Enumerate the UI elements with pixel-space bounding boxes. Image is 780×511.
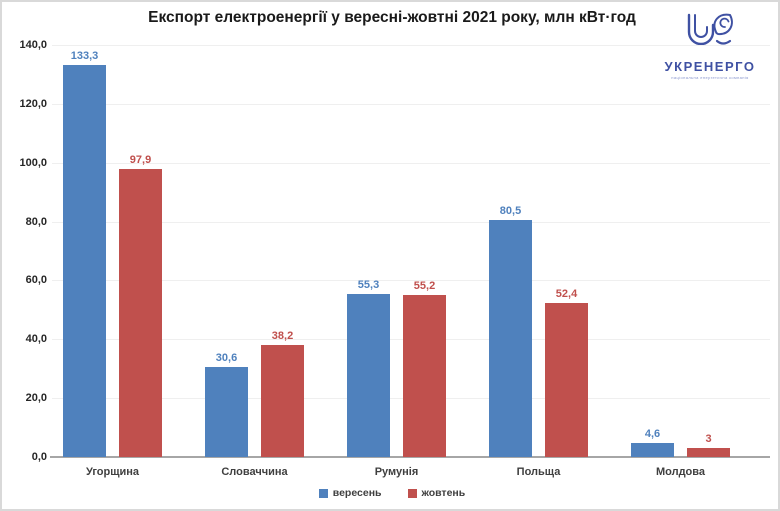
bar-жовтень: [261, 344, 304, 457]
bar-жовтень: [687, 448, 730, 457]
y-axis-tick-label: 20,0: [25, 392, 47, 405]
bar-value-label: 3: [705, 433, 712, 446]
bar-value-label: 55,3: [357, 279, 380, 292]
bar-group: 30,6 38,2 Словаччина: [205, 45, 304, 478]
bar-вересень: [631, 443, 674, 457]
bar-жовтень: [119, 168, 162, 457]
legend-swatch-icon: [318, 488, 328, 498]
ukrenergo-logo-icon: [681, 12, 739, 57]
bar-column: 52,4: [545, 45, 588, 457]
bar-value-label: 80,5: [499, 205, 522, 218]
y-axis-tick-label: 140,0: [19, 39, 47, 51]
y-gridline: [52, 103, 770, 105]
bar-column: 38,2: [261, 45, 304, 457]
bar-вересень: [205, 366, 248, 457]
bar-вересень: [347, 294, 390, 457]
bar-column: 97,9: [119, 45, 162, 457]
bar-value-label: 97,9: [129, 153, 152, 166]
bar-column: 3: [687, 45, 730, 457]
chart-legend: вересень жовтень: [2, 487, 778, 499]
bar-group: 55,3 55,2 Румунія: [347, 45, 446, 478]
y-gridline: [52, 162, 770, 164]
bar-group: 80,5 52,4 Польща: [489, 45, 588, 478]
bar-value-label: 133,3: [70, 49, 99, 62]
x-axis-category-label: Польща: [516, 466, 561, 478]
bar-column: 55,2: [403, 45, 446, 457]
y-gridline: [52, 221, 770, 223]
y-gridline: [52, 280, 770, 282]
x-axis-line: [50, 456, 770, 458]
x-axis-category-label: Угорщина: [85, 466, 140, 478]
legend-swatch-icon: [407, 488, 417, 498]
x-axis-category-label: Румунія: [374, 466, 419, 478]
bar-column: 133,3: [63, 45, 106, 457]
y-gridline: [52, 45, 770, 46]
bar-column: 80,5: [489, 45, 532, 457]
bar-жовтень: [545, 302, 588, 457]
bar-group: 4,6 3 Молдова: [631, 45, 730, 478]
bar-value-label: 38,2: [271, 329, 294, 342]
legend-item: вересень: [318, 487, 382, 499]
legend-label: жовтень: [421, 487, 466, 499]
legend-item: жовтень: [407, 487, 466, 499]
x-axis-category-label: Словаччина: [221, 466, 288, 478]
bar-value-label: 4,6: [644, 428, 661, 441]
logo-tagline-text: національна енергетична компанія: [671, 75, 749, 80]
bar-group: 133,3 97,9 Угорщина: [63, 45, 162, 478]
x-axis-category-label: Молдова: [655, 466, 706, 478]
ukrenergo-logo: УКРЕНЕРГО національна енергетична компан…: [654, 12, 766, 80]
bar-value-label: 30,6: [215, 351, 238, 364]
chart-title: Експорт електроенергії у вересні-жовтні …: [148, 9, 636, 26]
bar-column: 4,6: [631, 45, 674, 457]
bar-вересень: [63, 64, 106, 457]
y-axis-tick-label: 60,0: [25, 274, 47, 287]
bar-column: 30,6: [205, 45, 248, 457]
legend-label: вересень: [332, 487, 382, 499]
bar-value-label: 55,2: [413, 279, 436, 292]
plot-area: 140,0 120,0 100,0 80,0 60,0 40,0 20,0 0,0 133,3 9…: [19, 39, 770, 478]
bar-value-label: 52,4: [555, 287, 578, 300]
bar-вересень: [489, 220, 532, 457]
y-axis-tick-label: 100,0: [19, 156, 47, 169]
y-axis-tick-label: 40,0: [25, 333, 47, 346]
bar-column: 55,3: [347, 45, 390, 457]
logo-brand-text: УКРЕНЕРГО: [664, 59, 756, 74]
y-axis-tick-label: 0,0: [31, 451, 47, 463]
y-axis-tick-label: 80,0: [25, 215, 47, 228]
bar-жовтень: [403, 294, 446, 457]
y-axis-tick-label: 120,0: [19, 97, 47, 110]
